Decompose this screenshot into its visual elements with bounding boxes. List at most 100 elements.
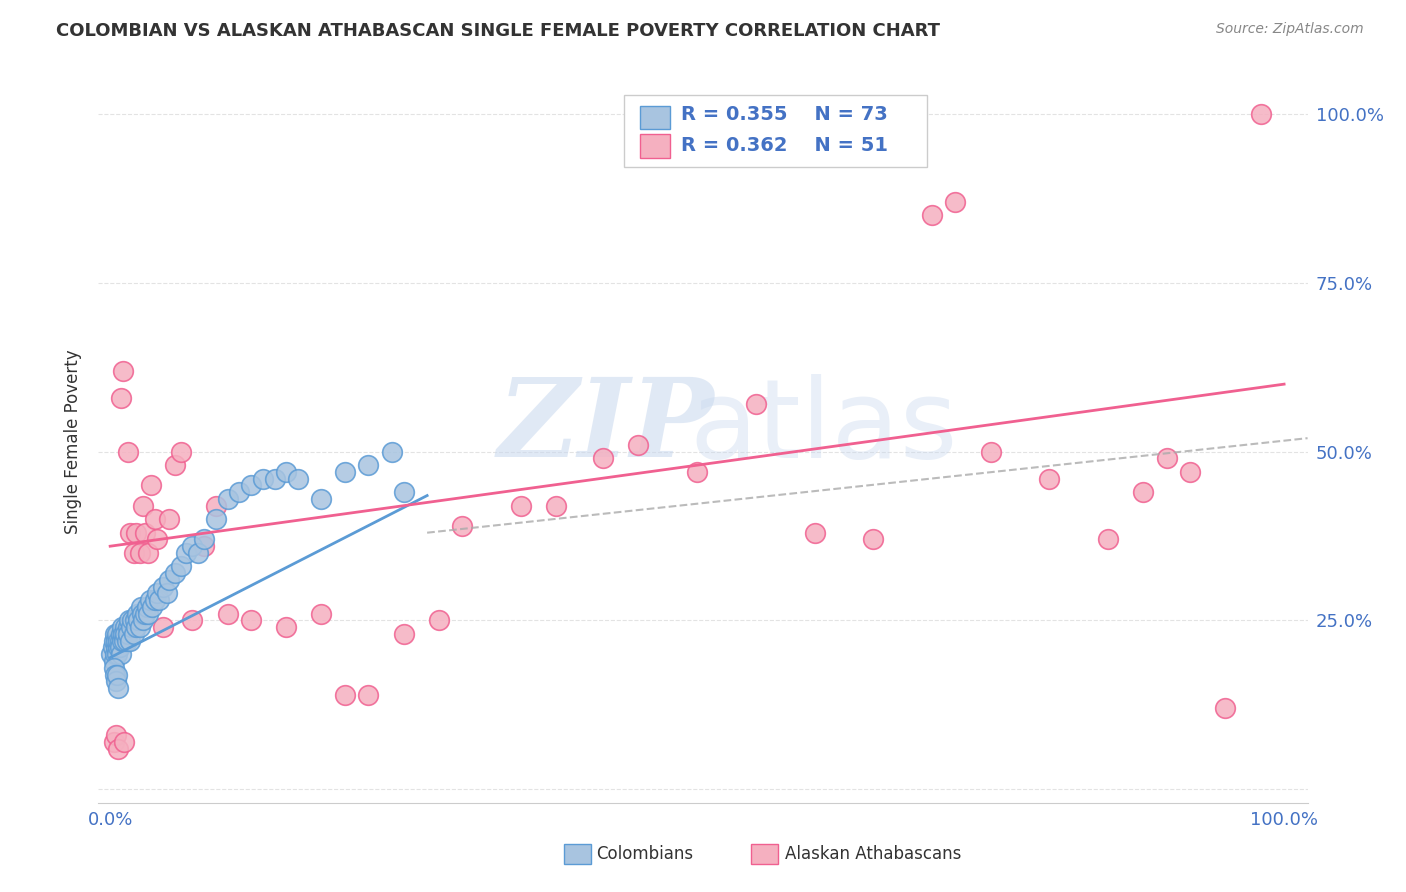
Point bbox=[381, 444, 404, 458]
Point bbox=[152, 580, 174, 594]
Point bbox=[129, 599, 152, 614]
Point bbox=[357, 688, 380, 702]
Text: R = 0.355    N = 73: R = 0.355 N = 73 bbox=[682, 104, 889, 124]
Point bbox=[105, 627, 128, 641]
Point bbox=[136, 546, 159, 560]
Point bbox=[124, 614, 146, 628]
Point bbox=[103, 654, 125, 668]
Point bbox=[240, 614, 263, 628]
Point bbox=[112, 735, 135, 749]
Point bbox=[1156, 451, 1178, 466]
Point bbox=[107, 741, 129, 756]
Point bbox=[1180, 465, 1202, 479]
Point bbox=[921, 208, 943, 222]
Point bbox=[392, 627, 415, 641]
Point bbox=[1250, 107, 1272, 121]
Point bbox=[100, 647, 122, 661]
Point bbox=[122, 546, 145, 560]
Point bbox=[193, 533, 215, 547]
Point bbox=[1215, 701, 1237, 715]
Point bbox=[181, 614, 204, 628]
Point bbox=[510, 499, 533, 513]
Point bbox=[117, 444, 139, 458]
Point bbox=[146, 586, 169, 600]
Point bbox=[169, 444, 191, 458]
Point bbox=[112, 627, 135, 641]
Point bbox=[110, 391, 132, 405]
Point bbox=[333, 688, 356, 702]
Text: R = 0.362    N = 51: R = 0.362 N = 51 bbox=[682, 136, 889, 155]
Point bbox=[112, 364, 135, 378]
Point bbox=[104, 627, 127, 641]
Point bbox=[139, 593, 162, 607]
Point bbox=[105, 674, 128, 689]
Point bbox=[240, 478, 263, 492]
Point bbox=[103, 633, 125, 648]
Text: Alaskan Athabascans: Alaskan Athabascans bbox=[785, 845, 962, 863]
Point bbox=[204, 512, 226, 526]
Point bbox=[114, 620, 136, 634]
Point bbox=[745, 397, 768, 411]
FancyBboxPatch shape bbox=[640, 105, 671, 128]
Point bbox=[143, 593, 166, 607]
Point bbox=[686, 465, 709, 479]
Point bbox=[146, 533, 169, 547]
Point bbox=[128, 620, 150, 634]
Point bbox=[101, 640, 124, 655]
Point bbox=[120, 633, 142, 648]
Point bbox=[117, 627, 139, 641]
Text: Colombians: Colombians bbox=[596, 845, 693, 863]
Point bbox=[157, 573, 180, 587]
Point bbox=[128, 546, 150, 560]
Point bbox=[333, 465, 356, 479]
Text: ZIP: ZIP bbox=[498, 374, 714, 481]
Point bbox=[204, 499, 226, 513]
Point bbox=[125, 525, 148, 540]
Point bbox=[105, 647, 128, 661]
Point bbox=[110, 627, 132, 641]
Point bbox=[115, 633, 138, 648]
Point bbox=[105, 633, 128, 648]
Point bbox=[176, 546, 198, 560]
Point bbox=[546, 499, 568, 513]
Point bbox=[980, 444, 1002, 458]
Y-axis label: Single Female Poverty: Single Female Poverty bbox=[65, 350, 83, 533]
Point bbox=[252, 472, 274, 486]
Point bbox=[141, 478, 163, 492]
Point bbox=[131, 607, 153, 621]
Point bbox=[107, 633, 129, 648]
Point bbox=[107, 640, 129, 655]
Point bbox=[143, 512, 166, 526]
Point bbox=[945, 194, 967, 209]
Point bbox=[187, 546, 209, 560]
Point bbox=[592, 451, 614, 466]
Point bbox=[193, 539, 215, 553]
Point bbox=[108, 640, 131, 655]
Point bbox=[105, 667, 128, 681]
Point bbox=[155, 586, 177, 600]
Point bbox=[163, 566, 186, 581]
Text: atlas: atlas bbox=[690, 374, 957, 481]
Point bbox=[287, 472, 309, 486]
Point bbox=[152, 620, 174, 634]
Point bbox=[627, 438, 650, 452]
Point bbox=[135, 599, 157, 614]
Point bbox=[392, 485, 415, 500]
Text: COLOMBIAN VS ALASKAN ATHABASCAN SINGLE FEMALE POVERTY CORRELATION CHART: COLOMBIAN VS ALASKAN ATHABASCAN SINGLE F… bbox=[56, 22, 941, 40]
Point bbox=[276, 465, 298, 479]
Point bbox=[114, 627, 136, 641]
Point bbox=[311, 491, 333, 506]
Point bbox=[132, 614, 155, 628]
Point bbox=[108, 633, 131, 648]
Point bbox=[163, 458, 186, 472]
Point bbox=[134, 525, 156, 540]
Point bbox=[117, 620, 139, 634]
Point bbox=[311, 607, 333, 621]
Point bbox=[803, 525, 825, 540]
Text: Source: ZipAtlas.com: Source: ZipAtlas.com bbox=[1216, 22, 1364, 37]
Point bbox=[134, 607, 156, 621]
Point bbox=[110, 647, 132, 661]
Point bbox=[427, 614, 450, 628]
Point bbox=[1132, 485, 1154, 500]
Point bbox=[1097, 533, 1119, 547]
